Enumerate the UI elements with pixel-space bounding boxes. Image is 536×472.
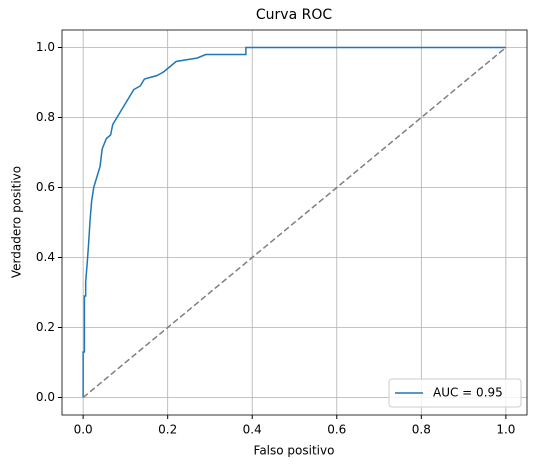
x-tick-label: 0.4: [243, 423, 262, 437]
x-tick-label: 0.8: [412, 423, 431, 437]
legend-label: AUC = 0.95: [433, 386, 503, 400]
legend-box: [388, 378, 522, 408]
x-axis-label: Falso positivo: [254, 444, 335, 458]
y-tick-label: 0.2: [36, 320, 55, 334]
y-tick-label: 0.8: [36, 110, 55, 124]
data-line: [82, 46, 506, 398]
y-axis-label: Verdadero positivo: [10, 166, 24, 278]
x-tick-label: 0.6: [327, 423, 346, 437]
x-tick-label: 0.0: [74, 423, 93, 437]
data-line: [82, 46, 507, 399]
y-tick-label: 0.0: [36, 390, 55, 404]
chart-title: Curva ROC: [256, 7, 332, 23]
y-tick-label: 1.0: [36, 40, 55, 54]
x-tick-label: 0.2: [158, 423, 177, 437]
y-tick-label: 0.6: [36, 180, 55, 194]
y-tick-label: 0.4: [36, 250, 55, 264]
plot-frame: [61, 29, 528, 416]
x-tick-label: 1.0: [496, 423, 515, 437]
